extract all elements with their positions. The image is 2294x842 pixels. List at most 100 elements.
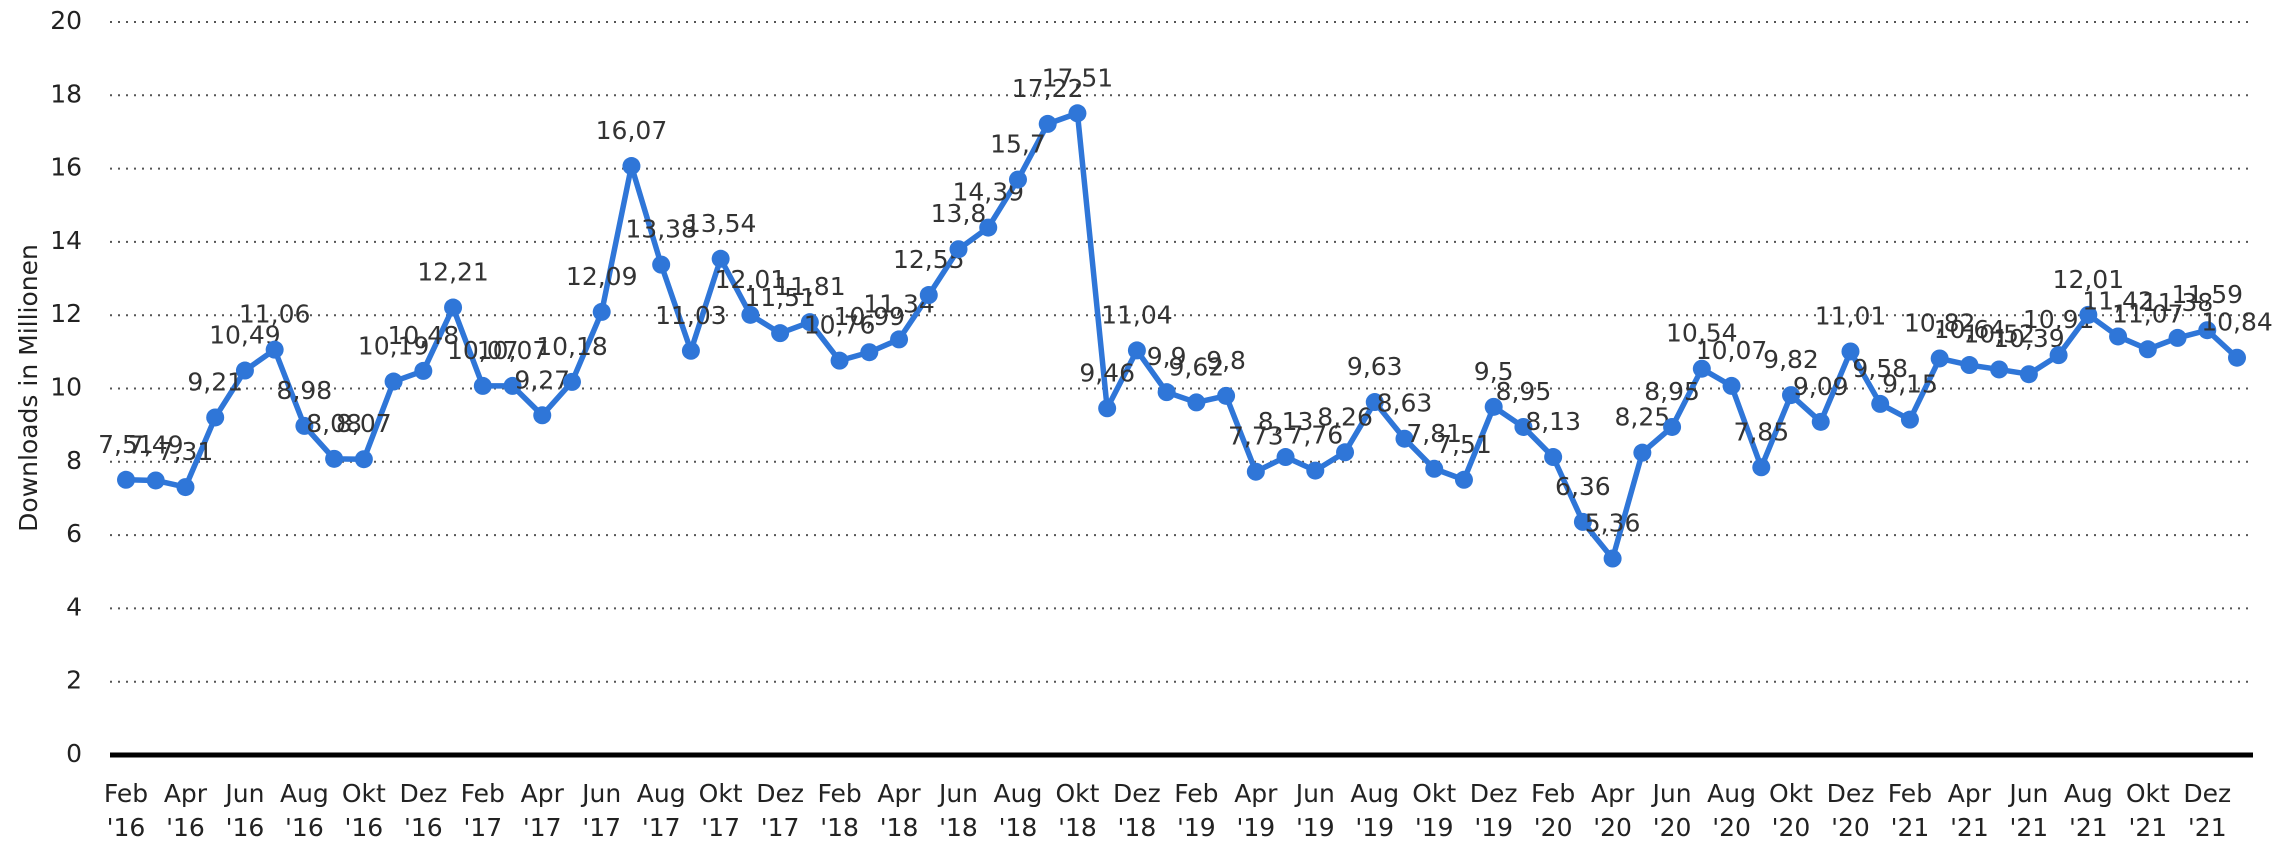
data-point — [1990, 360, 2009, 379]
data-label: 7,51 — [1436, 430, 1492, 459]
data-point — [1692, 359, 1711, 378]
data-point — [800, 313, 819, 332]
data-label: 9,82 — [1763, 345, 1819, 374]
x-tick-label: Okt '21 — [2126, 779, 2170, 842]
data-point — [1573, 512, 1592, 531]
data-point — [1900, 410, 1919, 429]
data-point — [1068, 104, 1087, 123]
x-tick-label: Feb '21 — [1888, 779, 1932, 842]
data-label: 6,36 — [1555, 472, 1611, 501]
data-point — [1841, 342, 1860, 361]
data-label: 13,38 — [625, 215, 697, 244]
data-point — [2168, 328, 2187, 347]
data-point — [1454, 470, 1473, 489]
y-tick-label: 4 — [66, 592, 82, 621]
x-tick-label: Jun '16 — [223, 779, 264, 842]
data-label: 9,9 — [1147, 342, 1187, 371]
data-label: 10,52 — [1963, 319, 2035, 348]
data-point — [1008, 170, 1027, 189]
data-point — [1544, 448, 1563, 467]
data-label: 11,06 — [239, 300, 311, 329]
data-label: 8,13 — [1258, 407, 1314, 436]
y-tick-label: 6 — [66, 519, 82, 548]
data-label: 10,76 — [804, 311, 876, 340]
data-label: 10,64 — [1934, 315, 2006, 344]
data-point — [117, 470, 135, 489]
data-label: 7,81 — [1406, 419, 1462, 448]
data-label: 13,8 — [931, 199, 987, 228]
data-point — [741, 305, 760, 324]
data-label: 10,18 — [536, 332, 608, 361]
data-point — [592, 302, 611, 321]
data-label: 12,21 — [417, 258, 489, 287]
data-label: 10,07 — [1696, 336, 1768, 365]
x-tick-label: Aug '18 — [994, 779, 1043, 842]
data-label: 11,81 — [774, 272, 846, 301]
data-label: 9,27 — [514, 365, 570, 394]
y-tick-label: 12 — [50, 299, 82, 328]
data-label: 11,59 — [2171, 280, 2243, 309]
data-point — [1752, 458, 1771, 477]
data-label: 7,51 — [98, 430, 154, 459]
data-point — [919, 286, 938, 305]
data-point — [1306, 461, 1325, 480]
data-point — [1960, 356, 1979, 375]
data-label: 9,46 — [1079, 358, 1135, 387]
data-label: 7,73 — [1228, 422, 1284, 451]
x-tick-label: Aug '19 — [1350, 779, 1399, 842]
data-point — [473, 376, 492, 395]
x-tick-label: Okt '18 — [1055, 779, 1099, 842]
data-point — [1127, 341, 1146, 360]
x-tick-label: Feb '20 — [1531, 779, 1575, 842]
data-label: 8,08 — [306, 409, 362, 438]
data-point — [652, 255, 671, 274]
data-label: 10,07 — [477, 336, 549, 365]
data-label: 8,98 — [277, 376, 333, 405]
data-label: 10,19 — [358, 332, 430, 361]
y-tick-label: 2 — [66, 666, 82, 695]
x-tick-label: Dez '21 — [2183, 779, 2231, 842]
data-label: 11,51 — [744, 283, 816, 312]
x-tick-label: Jun '19 — [1294, 779, 1335, 842]
x-tick-label: Feb '18 — [817, 779, 861, 842]
data-point — [295, 416, 314, 435]
data-label: 9,8 — [1206, 346, 1246, 375]
data-point — [1633, 443, 1652, 462]
data-label: 10,99 — [834, 302, 906, 331]
data-label: 9,62 — [1169, 352, 1225, 381]
x-tick-label: Okt '19 — [1412, 779, 1456, 842]
data-point — [890, 330, 909, 349]
x-tick-label: Dez '17 — [756, 779, 804, 842]
data-label: 9,09 — [1793, 372, 1849, 401]
x-tick-label: Okt '20 — [1769, 779, 1813, 842]
data-point — [830, 351, 849, 370]
data-point — [860, 343, 879, 362]
data-point — [1395, 429, 1414, 448]
data-point — [771, 324, 790, 343]
y-tick-label: 14 — [50, 226, 82, 255]
data-label: 15,7 — [990, 130, 1046, 159]
data-label: 16,07 — [596, 116, 668, 145]
data-point — [949, 240, 968, 259]
data-label: 8,07 — [336, 409, 392, 438]
data-point — [1276, 448, 1295, 467]
data-point — [354, 450, 373, 469]
data-label: 10,07 — [447, 336, 519, 365]
data-label: 9,5 — [1474, 357, 1514, 386]
x-tick-label: Jun '17 — [580, 779, 621, 842]
data-label: 8,95 — [1644, 377, 1700, 406]
x-tick-label: Okt '17 — [699, 779, 743, 842]
data-point — [1514, 417, 1533, 436]
x-tick-label: Apr '20 — [1591, 779, 1635, 842]
data-label: 11,04 — [1101, 300, 1173, 329]
data-label: 13,54 — [685, 209, 757, 238]
x-tick-label: Apr '16 — [164, 779, 208, 842]
data-point — [2109, 327, 2128, 346]
data-point — [1782, 386, 1801, 405]
y-tick-label: 0 — [66, 739, 82, 768]
data-point — [235, 361, 254, 380]
x-tick-label: Aug '21 — [2064, 779, 2113, 842]
data-point — [533, 406, 552, 425]
x-tick-label: Jun '18 — [937, 779, 978, 842]
y-axis-label: Downloads in Millionen — [14, 244, 43, 532]
